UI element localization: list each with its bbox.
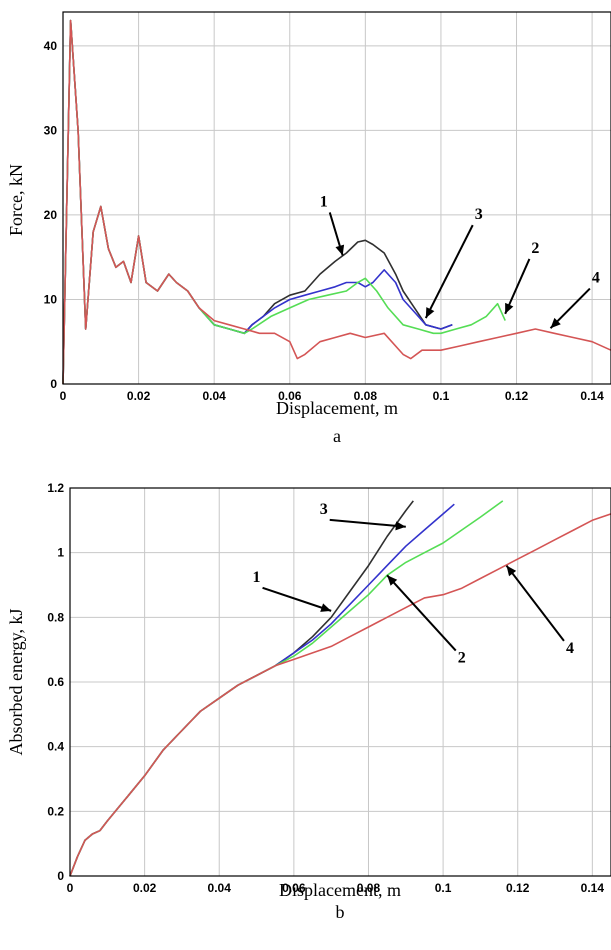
series-line-4 (69, 513, 611, 877)
arrows-b: 3 1 2 4 (253, 501, 574, 667)
x-tick-label: 0.08 (357, 881, 381, 895)
grid-a (62, 12, 611, 385)
x-axis-label-a: Displacement, m (276, 398, 398, 418)
yticks-a: 0 10 20 30 40 (44, 39, 58, 391)
xticks-b: 0 0.02 0.04 0.06 0.08 0.1 0.12 0.14 (67, 881, 605, 895)
series-line-2 (62, 19, 453, 385)
series-line-2 (69, 503, 455, 877)
grid-b (69, 487, 611, 877)
x-tick-label: 0.04 (202, 389, 226, 403)
curve-number-label: 4 (592, 270, 600, 287)
annotation-arrow (262, 586, 332, 612)
x-tick-label: 0.12 (506, 881, 530, 895)
panel-label-b: b (336, 902, 345, 922)
plot-frame-b (69, 487, 611, 877)
y-tick-label: 30 (44, 123, 58, 137)
curve-number-label: 3 (320, 501, 328, 518)
arrow-head (506, 565, 517, 577)
chart-b-energy-displacement: 3 1 2 4 0 0.02 0.04 0.06 0.08 0.1 0.12 0.14 0 0.2 0.… (6, 481, 611, 922)
y-tick-label: 1.2 (47, 481, 64, 495)
x-tick-label: 0.04 (208, 881, 232, 895)
y-tick-label: 10 (44, 292, 58, 306)
x-tick-label: 0.02 (127, 389, 151, 403)
yticks-b: 0 0.2 0.4 0.6 0.8 1 1.2 (47, 481, 64, 883)
curve-number-label: 2 (531, 240, 539, 257)
y-tick-label: 0.4 (47, 740, 64, 754)
curve-number-label: 1 (253, 569, 261, 586)
x-tick-label: 0.08 (354, 389, 378, 403)
arrow-head (550, 317, 561, 329)
annotation-arrow (329, 518, 406, 528)
y-tick-label: 0.8 (47, 610, 64, 624)
plot-frame-a (62, 11, 611, 385)
y-tick-label: 0.2 (47, 804, 64, 818)
xticks-a: 0 0.02 0.04 0.06 0.08 0.1 0.12 0.14 (60, 389, 604, 403)
x-tick-label: 0.14 (581, 881, 605, 895)
series-line-3 (69, 500, 504, 877)
series-b (69, 500, 611, 877)
x-tick-label: 0 (60, 389, 67, 403)
curve-number-label: 3 (475, 206, 483, 223)
x-tick-label: 0.06 (278, 389, 302, 403)
x-axis-label-b: Displacement, m (279, 880, 401, 900)
series-line-3 (62, 19, 506, 385)
y-axis-label-a: Force, kN (6, 164, 26, 236)
arrow-head (505, 302, 514, 314)
y-tick-label: 0 (57, 869, 64, 883)
y-axis-label-b: Absorbed energy, kJ (6, 609, 26, 756)
arrow-head (320, 603, 332, 612)
arrow-head (395, 521, 406, 531)
x-tick-label: 0.1 (433, 389, 450, 403)
y-tick-label: 40 (44, 39, 58, 53)
annotation-arrow (505, 564, 565, 642)
series-a (62, 19, 611, 385)
curve-number-label: 1 (320, 193, 328, 210)
arrow-head (425, 307, 435, 319)
arrows-a: 1 3 2 4 (320, 193, 600, 329)
y-tick-label: 20 (44, 208, 58, 222)
x-tick-label: 0.1 (435, 881, 452, 895)
series-line-1 (62, 19, 453, 385)
y-tick-label: 0 (50, 377, 57, 391)
chart-a-force-displacement: 1 3 2 4 0 0.02 0.04 0.06 0.08 0.1 0.12 0.14 0 10 20 3… (6, 11, 611, 446)
series-line-4 (62, 19, 611, 385)
x-tick-label: 0.14 (580, 389, 604, 403)
panel-label-a: a (333, 426, 341, 446)
curve-number-label: 2 (458, 650, 466, 667)
x-tick-label: 0.12 (505, 389, 529, 403)
x-tick-label: 0.06 (282, 881, 306, 895)
arrow-head (335, 244, 345, 256)
x-tick-label: 0.02 (133, 881, 157, 895)
annotation-arrow (386, 574, 457, 652)
arrow-head (387, 575, 398, 586)
series-line-1 (69, 500, 414, 877)
curve-number-label: 4 (566, 640, 574, 657)
y-tick-label: 0.6 (47, 675, 64, 689)
x-tick-label: 0 (67, 881, 74, 895)
annotation-arrow (424, 224, 474, 319)
y-tick-label: 1 (57, 546, 64, 560)
